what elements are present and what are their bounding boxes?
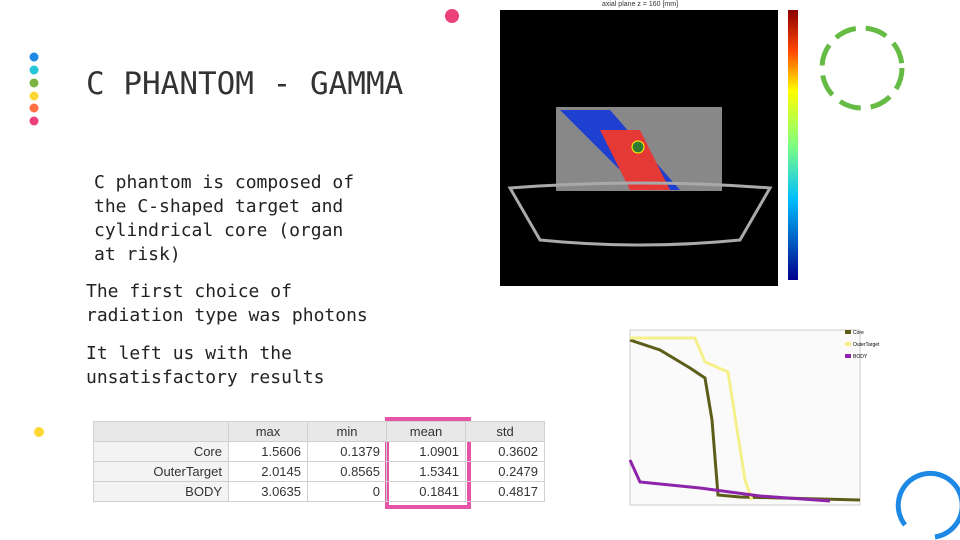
dvh-line: [628, 459, 831, 503]
figure-title: axial plane z = 160 [mm]: [602, 1, 678, 8]
value-cell: 2.0145: [228, 461, 308, 482]
stats-table: max min mean std Core 1.5606 0.1379 1.0901 0.360…: [93, 421, 545, 502]
dot: [29, 78, 39, 88]
value-cell: 1.5341: [386, 461, 466, 482]
slide-title: C PHANTOM - GAMMA: [86, 66, 404, 102]
colorbar: [788, 10, 798, 280]
value-cell: 0: [307, 481, 387, 502]
column-header: std: [465, 421, 545, 442]
legend-swatch: [845, 330, 851, 334]
row-label: OuterTarget: [93, 461, 229, 482]
legend-swatch: [845, 354, 851, 358]
header-row: max min mean std: [93, 421, 545, 442]
value-cell: 1.5606: [228, 441, 308, 462]
value-cell: 0.3602: [465, 441, 545, 462]
dot: [34, 427, 44, 437]
dvh-line: [630, 336, 754, 501]
dot: [29, 52, 39, 62]
value-cell: 3.0635: [228, 481, 308, 502]
row-label: BODY: [93, 481, 229, 502]
value-cell: 0.4817: [465, 481, 545, 502]
dot: [29, 65, 39, 75]
value-cell: 0.2479: [465, 461, 545, 482]
table-row: BODY 3.0635 0 0.1841 0.4817: [93, 481, 545, 502]
ring: [895, 470, 960, 540]
bullet: It left us with the unsatisfactory resul…: [86, 343, 325, 388]
bullet: C phantom is composed of the C-shaped ta…: [94, 172, 355, 265]
dot: [445, 9, 459, 23]
dot: [29, 116, 39, 126]
column-header: min: [307, 421, 387, 442]
table-row: Core 1.5606 0.1379 1.0901 0.3602: [93, 441, 545, 462]
dot: [29, 103, 39, 113]
column-header: mean: [386, 421, 466, 442]
bullet: The first choice of radiation type was p…: [86, 281, 368, 326]
value-cell: 0.1841: [386, 481, 466, 502]
dashed-ring: [819, 25, 905, 111]
dvh-line: [629, 338, 861, 502]
legend-label: BODY: [853, 354, 868, 360]
dose: [600, 130, 670, 190]
core: [631, 140, 645, 154]
value-cell: 0.1379: [307, 441, 387, 462]
dot: [29, 91, 39, 101]
value-cell: 0.8565: [307, 461, 387, 482]
legend-label: OuterTarget: [853, 342, 880, 348]
table-row: OuterTarget 2.0145 0.8565 1.5341 0.2479: [93, 461, 545, 482]
legend-swatch: [845, 342, 851, 346]
couch: [507, 181, 773, 247]
corner-cell: [93, 421, 229, 442]
column-header: max: [228, 421, 308, 442]
row-label: Core: [93, 441, 229, 462]
value-cell: 1.0901: [386, 441, 466, 462]
legend-label: Core: [853, 330, 864, 336]
